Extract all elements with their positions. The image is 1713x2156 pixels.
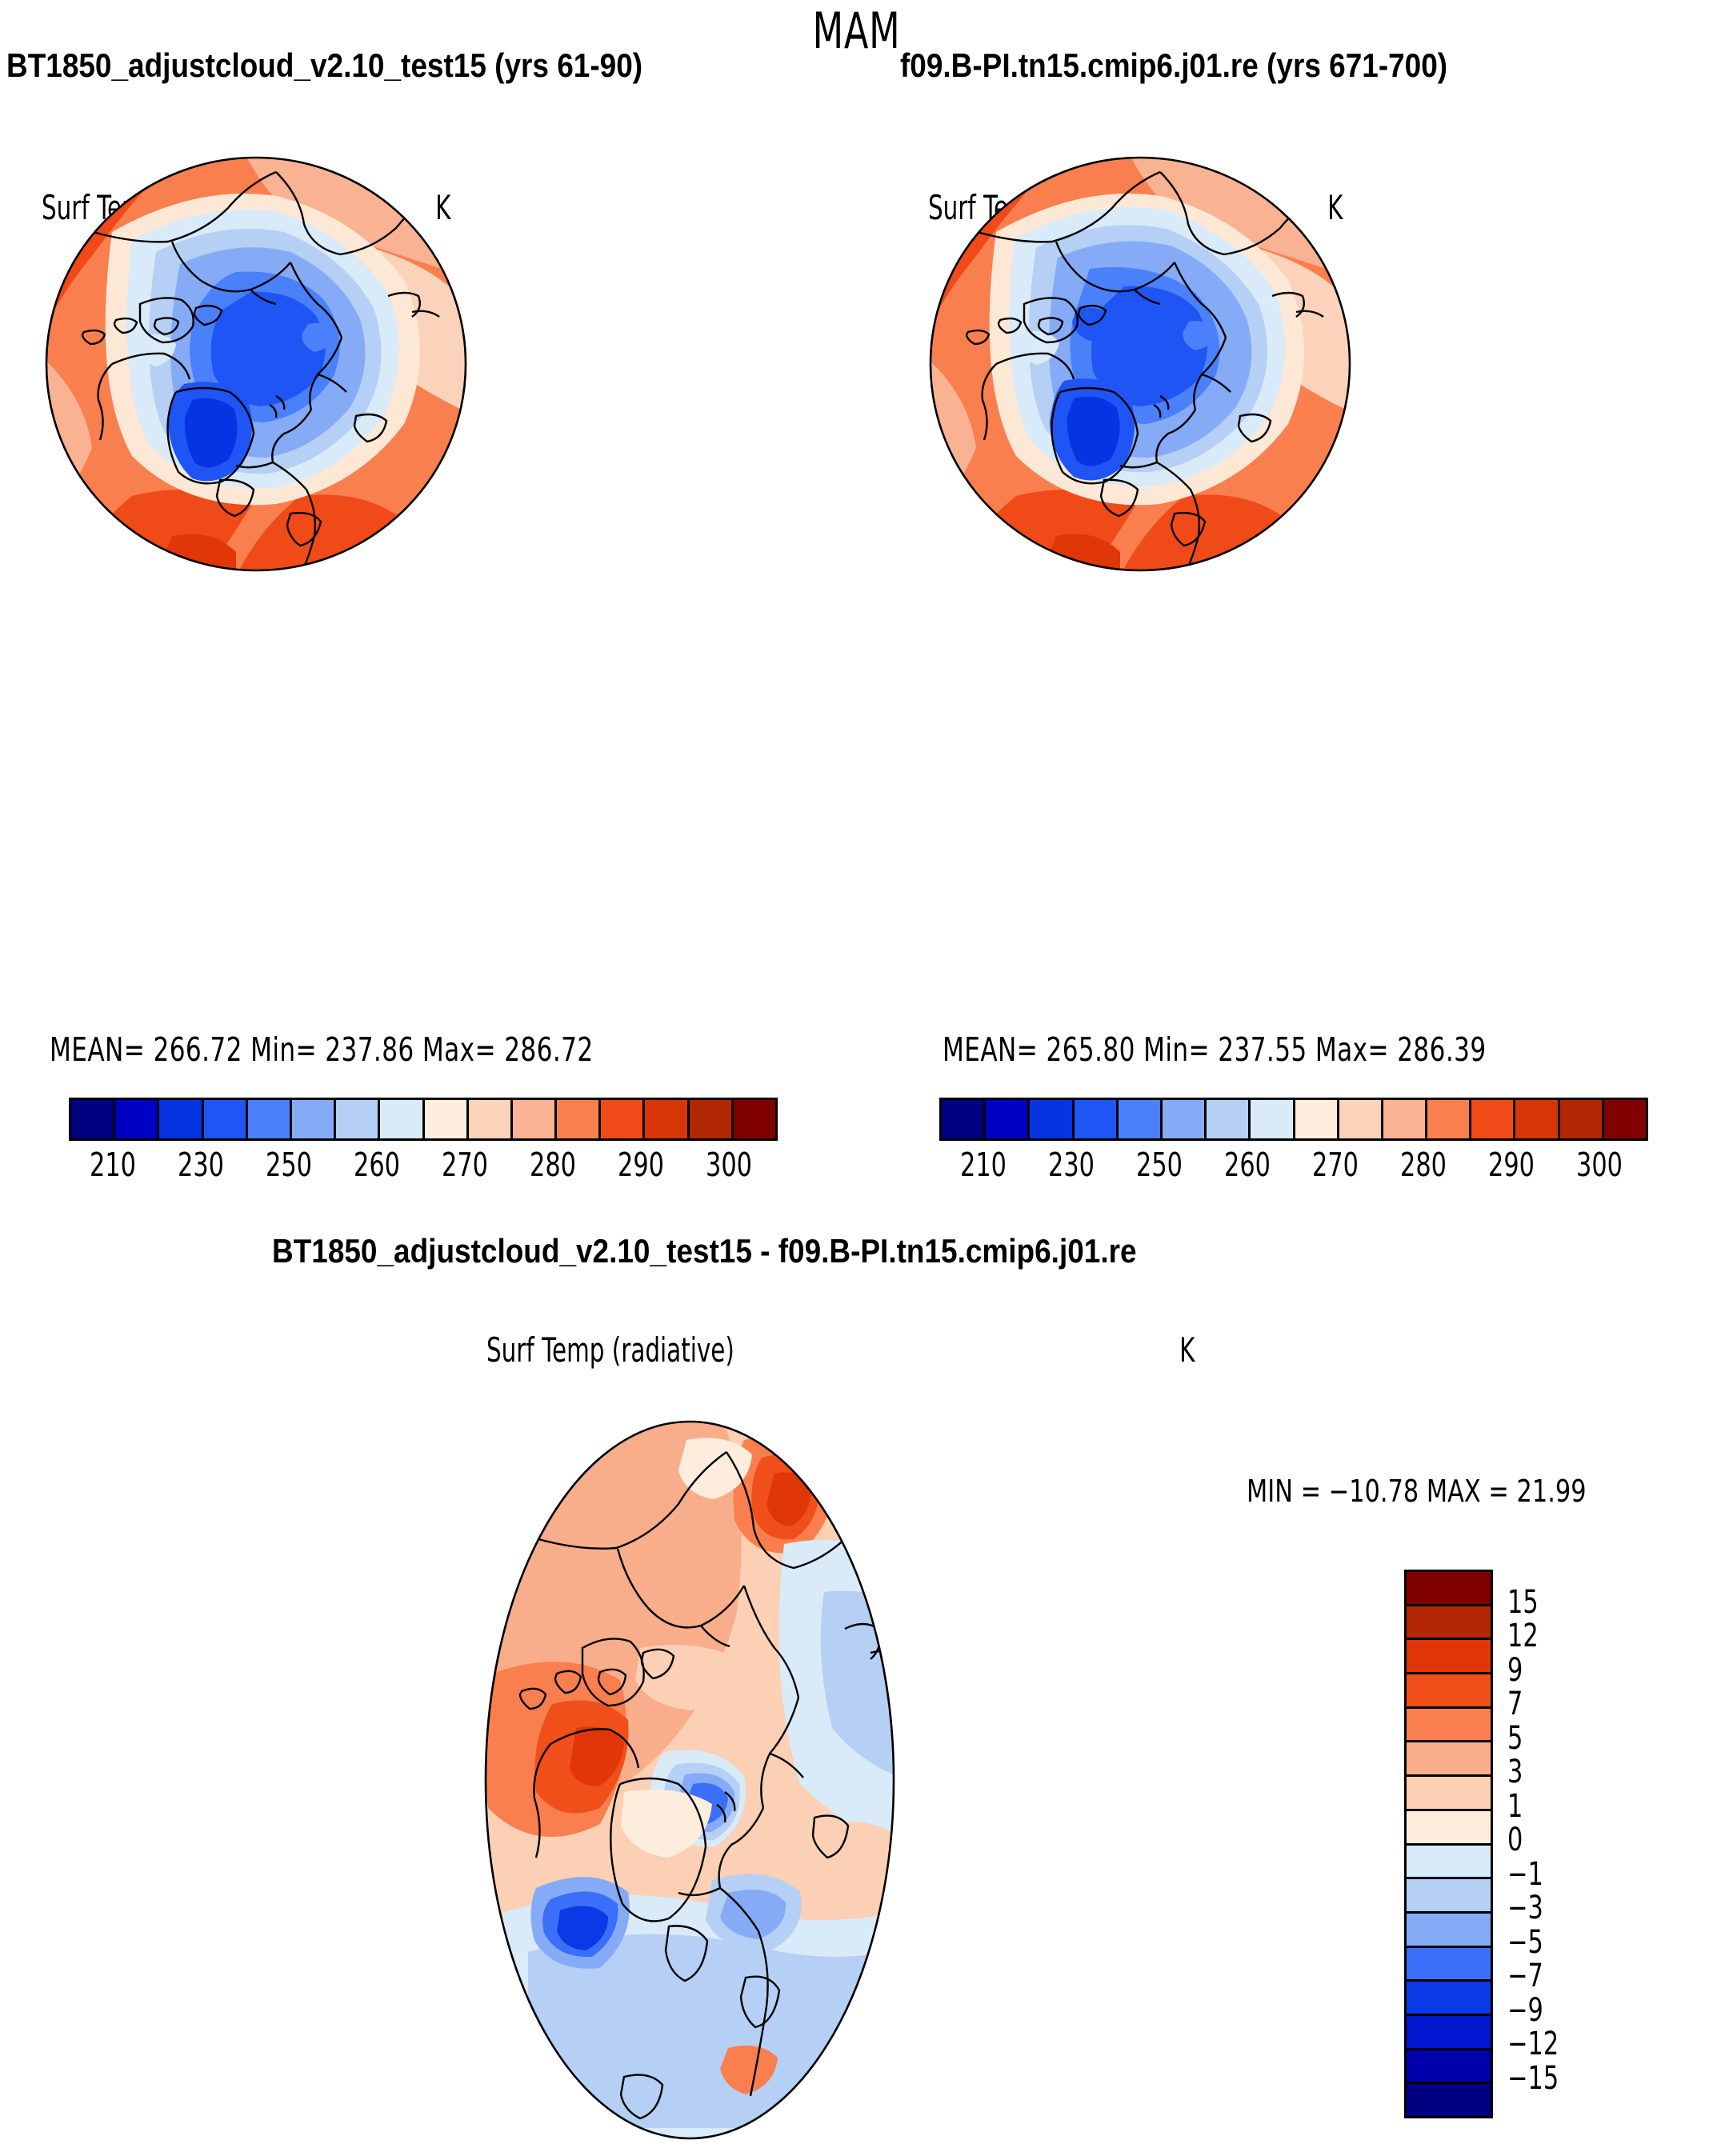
- difference-panel-case-title: BT1850_adjustcloud_v2.10_test15 - f09.B-…: [272, 1232, 1137, 1270]
- colorbar-tick-0: 0: [1507, 1822, 1523, 1858]
- colorbar-cell-13: [1515, 1100, 1560, 1138]
- colorbar-tick-210: 210: [960, 1146, 1007, 1184]
- colorbar-cell-14: [1559, 1100, 1604, 1138]
- colorbar-tick-neg15: −15: [1507, 2059, 1559, 2097]
- season-title: MAM: [812, 2, 901, 60]
- colorbar-cell-9: [468, 1100, 513, 1138]
- colorbar-cell-5: [1162, 1100, 1207, 1138]
- left-panel-stats: MEAN= 266.72 Min= 237.86 Max= 286.72: [50, 1030, 594, 1069]
- colorbar-cell-6: [336, 1100, 381, 1138]
- colorbar-tick-270: 270: [1312, 1146, 1359, 1184]
- colorbar-cell-1: [986, 1100, 1031, 1138]
- left-panel-unit-label: K: [435, 188, 451, 227]
- colorbar-tick-290: 290: [1488, 1146, 1535, 1184]
- colorbar-tick-250: 250: [266, 1146, 312, 1184]
- colorbar-tick-neg9: −9: [1507, 1991, 1543, 2029]
- colorbar-cell-2: [159, 1100, 204, 1138]
- colorbar-tick-260: 260: [1224, 1146, 1271, 1184]
- colorbar-cell-13: [1407, 2015, 1491, 2050]
- colorbar-cell-3: [1407, 1674, 1491, 1709]
- colorbar-tick-neg12: −12: [1507, 2026, 1559, 2062]
- colorbar-cell-5: [1407, 1742, 1491, 1778]
- colorbar-cell-4: [1407, 1708, 1491, 1743]
- colorbar-cell-0: [1407, 1572, 1491, 1606]
- colorbar-cell-0: [942, 1100, 987, 1138]
- colorbar-cell-15: [733, 1100, 775, 1138]
- colorbar-cell-4: [247, 1100, 292, 1138]
- colorbar-cell-7: [1251, 1100, 1295, 1138]
- colorbar-cell-8: [1407, 1845, 1491, 1880]
- colorbar-cell-2: [1407, 1640, 1491, 1675]
- colorbar-tick-15: 15: [1507, 1583, 1539, 1621]
- difference-panel-variable-label: Surf Temp (radiative): [486, 1330, 734, 1370]
- colorbar-tick-neg1: −1: [1507, 1855, 1543, 1893]
- colorbar-tick-260: 260: [354, 1146, 400, 1184]
- colorbar-cell-12: [1471, 1100, 1516, 1138]
- colorbar-tick-300: 300: [1576, 1146, 1623, 1184]
- colorbar-cell-10: [1383, 1100, 1428, 1138]
- colorbar-cell-10: [1407, 1913, 1491, 1948]
- difference-panel-colorbar: [1404, 1570, 1493, 2118]
- colorbar-cell-8: [1295, 1100, 1339, 1138]
- colorbar-tick-9: 9: [1507, 1651, 1523, 1689]
- colorbar-tick-290: 290: [618, 1146, 664, 1184]
- colorbar-cell-1: [1407, 1606, 1491, 1641]
- colorbar-cell-0: [71, 1100, 116, 1138]
- colorbar-cell-3: [1074, 1100, 1119, 1138]
- colorbar-tick-7: 7: [1507, 1686, 1523, 1722]
- colorbar-cell-1: [115, 1100, 160, 1138]
- right-panel-polar-map: [929, 156, 1351, 572]
- colorbar-cell-11: [1427, 1100, 1472, 1138]
- colorbar-cell-10: [512, 1100, 558, 1138]
- colorbar-tick-3: 3: [1507, 1754, 1523, 1790]
- left-panel-colorbar-ticks: 210 230 250 260 270 280 290 300: [69, 1146, 773, 1190]
- colorbar-cell-12: [1407, 1982, 1491, 2016]
- colorbar-cell-14: [1407, 2050, 1491, 2085]
- colorbar-tick-neg3: −3: [1507, 1890, 1543, 1926]
- left-panel-case-title: BT1850_adjustcloud_v2.10_test15 (yrs 61-…: [6, 46, 643, 84]
- right-panel-stats: MEAN= 265.80 Min= 237.55 Max= 286.39: [943, 1030, 1487, 1069]
- colorbar-tick-210: 210: [90, 1146, 136, 1184]
- colorbar-tick-1: 1: [1507, 1787, 1523, 1825]
- colorbar-cell-12: [601, 1100, 646, 1138]
- colorbar-tick-280: 280: [530, 1146, 576, 1184]
- right-panel-unit-label: K: [1327, 188, 1343, 227]
- colorbar-tick-neg7: −7: [1507, 1958, 1543, 1994]
- colorbar-cell-11: [1407, 1947, 1491, 1982]
- colorbar-tick-300: 300: [706, 1146, 752, 1184]
- colorbar-cell-6: [1207, 1100, 1251, 1138]
- colorbar-cell-15: [1407, 2084, 1491, 2116]
- colorbar-cell-3: [203, 1100, 248, 1138]
- difference-panel-unit-label: K: [1179, 1330, 1195, 1370]
- colorbar-tick-250: 250: [1136, 1146, 1183, 1184]
- right-panel-colorbar-ticks: 210 230 250 260 270 280 290 300: [939, 1146, 1643, 1190]
- colorbar-tick-280: 280: [1400, 1146, 1447, 1184]
- colorbar-cell-15: [1603, 1100, 1646, 1138]
- colorbar-tick-230: 230: [1048, 1146, 1095, 1184]
- colorbar-tick-230: 230: [178, 1146, 224, 1184]
- colorbar-cell-11: [557, 1100, 602, 1138]
- colorbar-cell-5: [291, 1100, 337, 1138]
- right-panel-colorbar: [939, 1098, 1648, 1141]
- colorbar-cell-9: [1407, 1879, 1491, 1914]
- colorbar-tick-12: 12: [1507, 1618, 1539, 1654]
- right-panel-case-title: f09.B-PI.tn15.cmip6.j01.re (yrs 671-700): [900, 46, 1448, 84]
- colorbar-tick-270: 270: [442, 1146, 488, 1184]
- colorbar-cell-4: [1118, 1100, 1163, 1138]
- colorbar-cell-13: [645, 1100, 690, 1138]
- colorbar-cell-9: [1339, 1100, 1383, 1138]
- colorbar-cell-6: [1407, 1777, 1491, 1811]
- colorbar-cell-14: [689, 1100, 734, 1138]
- left-panel-polar-map: [45, 156, 467, 572]
- colorbar-cell-7: [380, 1100, 425, 1138]
- colorbar-cell-2: [1030, 1100, 1075, 1138]
- colorbar-tick-neg5: −5: [1507, 1923, 1543, 1961]
- difference-panel-colorbar-ticks: 15 12 9 7 5 3 1 0 −1 −3 −5 −7 −9 −12 −15: [1507, 1570, 1643, 2114]
- colorbar-cell-7: [1407, 1810, 1491, 1846]
- left-panel-colorbar: [69, 1098, 778, 1141]
- difference-minmax-annotation: MIN = −10.78 MAX = 21.99: [1247, 1474, 1587, 1509]
- colorbar-cell-8: [424, 1100, 469, 1138]
- difference-panel-polar-map: [484, 1420, 895, 2140]
- colorbar-tick-5: 5: [1507, 1719, 1523, 1757]
